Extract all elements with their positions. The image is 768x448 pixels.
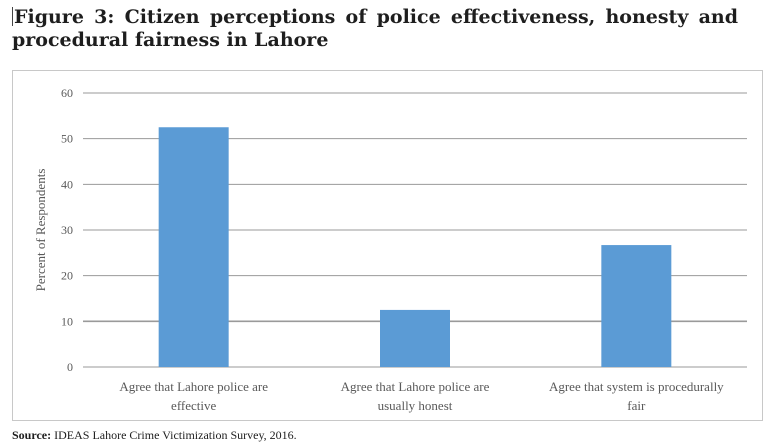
figure-title: Figure 3: Citizen perceptions of police … [12, 6, 738, 52]
source-text: IDEAS Lahore Crime Victimization Survey,… [54, 428, 297, 442]
x-category-label-1: Agree that Lahore police are effective [119, 379, 268, 413]
bar-1 [158, 127, 229, 367]
text-cursor [12, 7, 13, 26]
x-category-label-2: Agree that Lahore police are usually hone… [341, 379, 490, 413]
y-tick-label-30: 30 [61, 223, 73, 237]
y-tick-label-10: 10 [61, 314, 73, 328]
source-note: Source: IDEAS Lahore Crime Victimization… [12, 428, 297, 443]
y-tick-labels: 0 10 20 30 40 50 60 [61, 86, 73, 374]
bar-chart: 0 10 20 30 40 50 60 Agree that Lahore police a… [33, 86, 747, 413]
y-tick-label-60: 60 [61, 86, 73, 100]
bar-2 [380, 309, 450, 367]
y-tick-label-0: 0 [67, 360, 73, 374]
y-axis-label: Percent of Respondents [33, 169, 48, 292]
y-tick-label-20: 20 [61, 269, 73, 283]
chart-frame: 0 10 20 30 40 50 60 Agree that Lahore police a… [12, 70, 763, 421]
x-category-labels: Agree that Lahore police are effective Agr… [119, 379, 724, 413]
y-tick-label-40: 40 [61, 177, 73, 191]
bars [158, 127, 672, 367]
y-tick-label-50: 50 [61, 132, 73, 146]
figure-title-text: Figure 3: Citizen perceptions of police … [12, 6, 738, 51]
x-category-label-3: Agree that system is procedurally fair [549, 379, 724, 413]
bar-3 [601, 245, 672, 367]
source-label: Source: [12, 428, 52, 442]
